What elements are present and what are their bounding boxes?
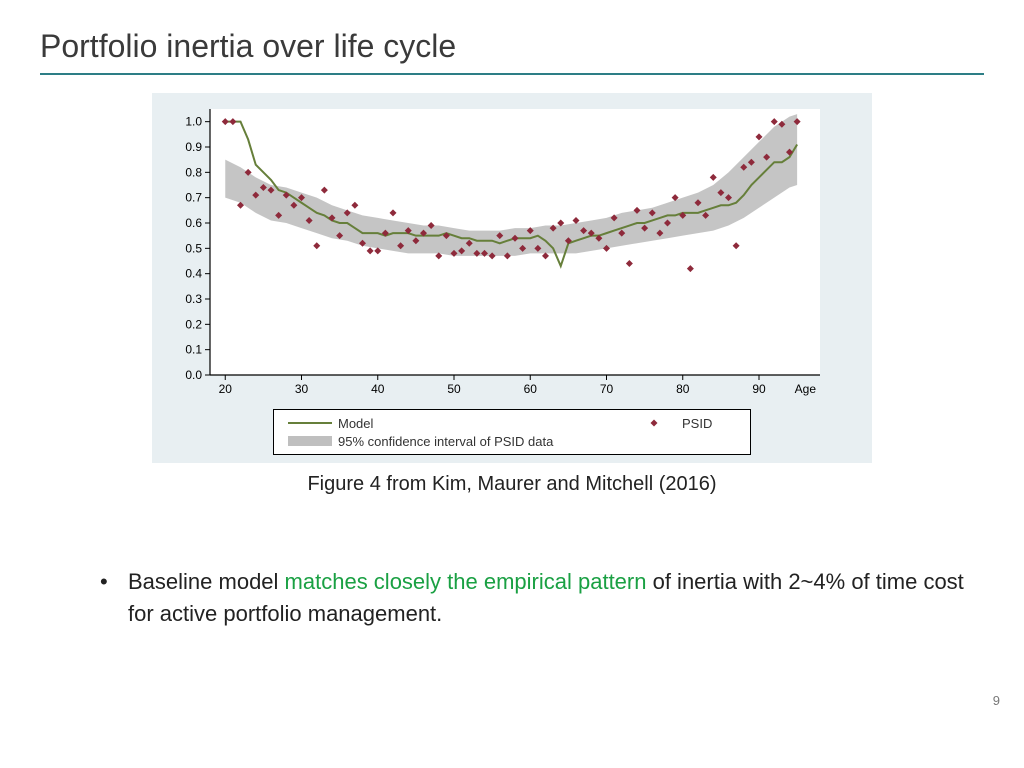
- chart: 0.0 0.1 0.2 0.3 0.4 0.5 0.6 0.7 0.8 0.9 1.0 20 30 40 5…: [160, 101, 864, 401]
- svg-text:50: 50: [447, 382, 461, 396]
- svg-text:0.8: 0.8: [185, 165, 202, 179]
- svg-text:40: 40: [371, 382, 385, 396]
- svg-text:80: 80: [676, 382, 690, 396]
- chart-legend: Model PSID 95% confidence interval of PS…: [273, 409, 751, 455]
- svg-text:1.0: 1.0: [185, 115, 202, 129]
- svg-text:0.1: 0.1: [185, 343, 202, 357]
- svg-text:0.6: 0.6: [185, 216, 202, 230]
- bullet-emph: matches closely the empirical pattern: [285, 569, 647, 594]
- slide-title: Portfolio inertia over life cycle: [40, 28, 984, 65]
- svg-text:90: 90: [752, 382, 766, 396]
- svg-text:0.9: 0.9: [185, 140, 202, 154]
- svg-text:0.4: 0.4: [185, 267, 202, 281]
- svg-text:Age: Age: [795, 382, 817, 396]
- svg-text:0.0: 0.0: [185, 368, 202, 382]
- legend-band-label: 95% confidence interval of PSID data: [338, 434, 742, 449]
- title-rule: [40, 73, 984, 75]
- svg-text:0.7: 0.7: [185, 191, 202, 205]
- legend-marker-sample: [626, 416, 682, 430]
- svg-text:20: 20: [219, 382, 233, 396]
- svg-text:30: 30: [295, 382, 309, 396]
- legend-band-sample: [282, 434, 338, 448]
- svg-text:70: 70: [600, 382, 614, 396]
- figure-caption: Figure 4 from Kim, Maurer and Mitchell (…: [40, 473, 984, 496]
- svg-text:0.2: 0.2: [185, 317, 202, 331]
- bullet-item: Baseline model matches closely the empir…: [100, 566, 984, 630]
- legend-model-label: Model: [338, 416, 626, 431]
- legend-psid-label: PSID: [682, 416, 742, 431]
- bullet-prefix: Baseline model: [128, 569, 285, 594]
- svg-text:60: 60: [524, 382, 538, 396]
- svg-text:0.3: 0.3: [185, 292, 202, 306]
- svg-text:0.5: 0.5: [185, 241, 202, 255]
- chart-panel: 0.0 0.1 0.2 0.3 0.4 0.5 0.6 0.7 0.8 0.9 1.0 20 30 40 5…: [152, 93, 872, 463]
- slide: Portfolio inertia over life cycle 0.0 0.1…: [0, 0, 1024, 768]
- page-number: 9: [993, 693, 1000, 708]
- bullet-list: Baseline model matches closely the empir…: [40, 566, 984, 630]
- legend-line-sample: [282, 416, 338, 430]
